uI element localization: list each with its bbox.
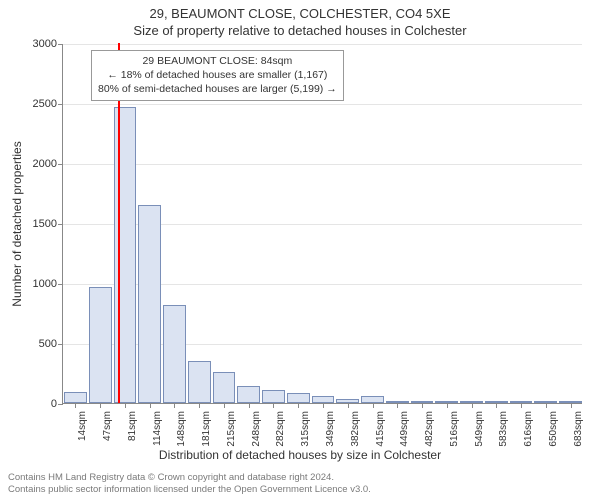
x-tick-mark (224, 403, 225, 408)
x-tick-mark (521, 403, 522, 408)
footer-line-2: Contains public sector information licen… (8, 484, 371, 496)
annotation-line-2: ← 18% of detached houses are smaller (1,… (98, 68, 337, 82)
x-tick-label: 583sqm (498, 411, 509, 447)
x-tick-mark (472, 403, 473, 408)
x-tick-mark (447, 403, 448, 408)
x-tick-label: 650sqm (548, 411, 559, 447)
chart-title-sub: Size of property relative to detached ho… (0, 21, 600, 38)
x-tick-label: 282sqm (275, 411, 286, 447)
histogram-bar (262, 390, 285, 403)
x-tick-label: 549sqm (474, 411, 485, 447)
x-tick-mark (249, 403, 250, 408)
footer-attribution: Contains HM Land Registry data © Crown c… (8, 472, 371, 496)
x-tick-label: 382sqm (350, 411, 361, 447)
histogram-bar (287, 393, 310, 403)
x-tick-mark (174, 403, 175, 408)
chart-plot-area: 05001000150020002500300014sqm47sqm81sqm1… (62, 44, 582, 404)
x-tick-mark (546, 403, 547, 408)
histogram-bar (89, 287, 112, 403)
annotation-box: 29 BEAUMONT CLOSE: 84sqm ← 18% of detach… (91, 50, 344, 101)
y-tick-label: 0 (51, 398, 63, 410)
x-tick-label: 14sqm (77, 411, 88, 441)
footer-line-1: Contains HM Land Registry data © Crown c… (8, 472, 371, 484)
histogram-bar (163, 305, 186, 403)
x-tick-mark (100, 403, 101, 408)
x-tick-mark (397, 403, 398, 408)
x-tick-mark (150, 403, 151, 408)
grid-line (63, 164, 582, 165)
grid-line (63, 104, 582, 105)
grid-line (63, 44, 582, 45)
histogram-bar (188, 361, 211, 403)
x-tick-label: 516sqm (449, 411, 460, 447)
x-tick-label: 349sqm (325, 411, 336, 447)
x-tick-label: 114sqm (152, 411, 163, 446)
x-tick-mark (273, 403, 274, 408)
histogram-bar (213, 372, 236, 403)
histogram-bar (138, 205, 161, 403)
x-tick-label: 315sqm (300, 411, 311, 447)
y-tick-label: 3000 (33, 38, 63, 50)
histogram-bar (114, 107, 137, 403)
x-tick-mark (571, 403, 572, 408)
x-tick-mark (348, 403, 349, 408)
x-tick-mark (125, 403, 126, 408)
x-tick-label: 449sqm (399, 411, 410, 447)
chart-title-main: 29, BEAUMONT CLOSE, COLCHESTER, CO4 5XE (0, 0, 600, 21)
x-tick-mark (422, 403, 423, 408)
y-tick-label: 2500 (33, 98, 63, 110)
x-tick-mark (199, 403, 200, 408)
histogram-bar (312, 396, 335, 403)
annotation-line-1: 29 BEAUMONT CLOSE: 84sqm (98, 54, 337, 68)
y-tick-label: 2000 (33, 158, 63, 170)
annotation-line-3: 80% of semi-detached houses are larger (… (98, 82, 337, 96)
x-tick-mark (496, 403, 497, 408)
histogram-bar (64, 392, 87, 403)
x-tick-mark (298, 403, 299, 408)
x-tick-label: 482sqm (424, 411, 435, 447)
histogram-bar (237, 386, 260, 403)
y-axis-label: Number of detached properties (10, 141, 24, 306)
x-tick-label: 683sqm (573, 411, 584, 447)
x-tick-label: 415sqm (375, 411, 386, 447)
x-tick-label: 215sqm (226, 411, 237, 447)
x-axis-label: Distribution of detached houses by size … (0, 448, 600, 462)
y-tick-label: 1500 (33, 218, 63, 230)
x-tick-label: 248sqm (251, 411, 262, 447)
x-tick-label: 181sqm (201, 411, 212, 447)
histogram-bar (361, 396, 384, 403)
x-tick-label: 616sqm (523, 411, 534, 447)
x-tick-label: 148sqm (176, 411, 187, 447)
y-tick-label: 500 (39, 338, 63, 350)
x-tick-mark (75, 403, 76, 408)
x-tick-label: 47sqm (102, 411, 113, 441)
x-tick-mark (323, 403, 324, 408)
x-tick-label: 81sqm (127, 411, 138, 441)
y-tick-label: 1000 (33, 278, 63, 290)
x-tick-mark (373, 403, 374, 408)
